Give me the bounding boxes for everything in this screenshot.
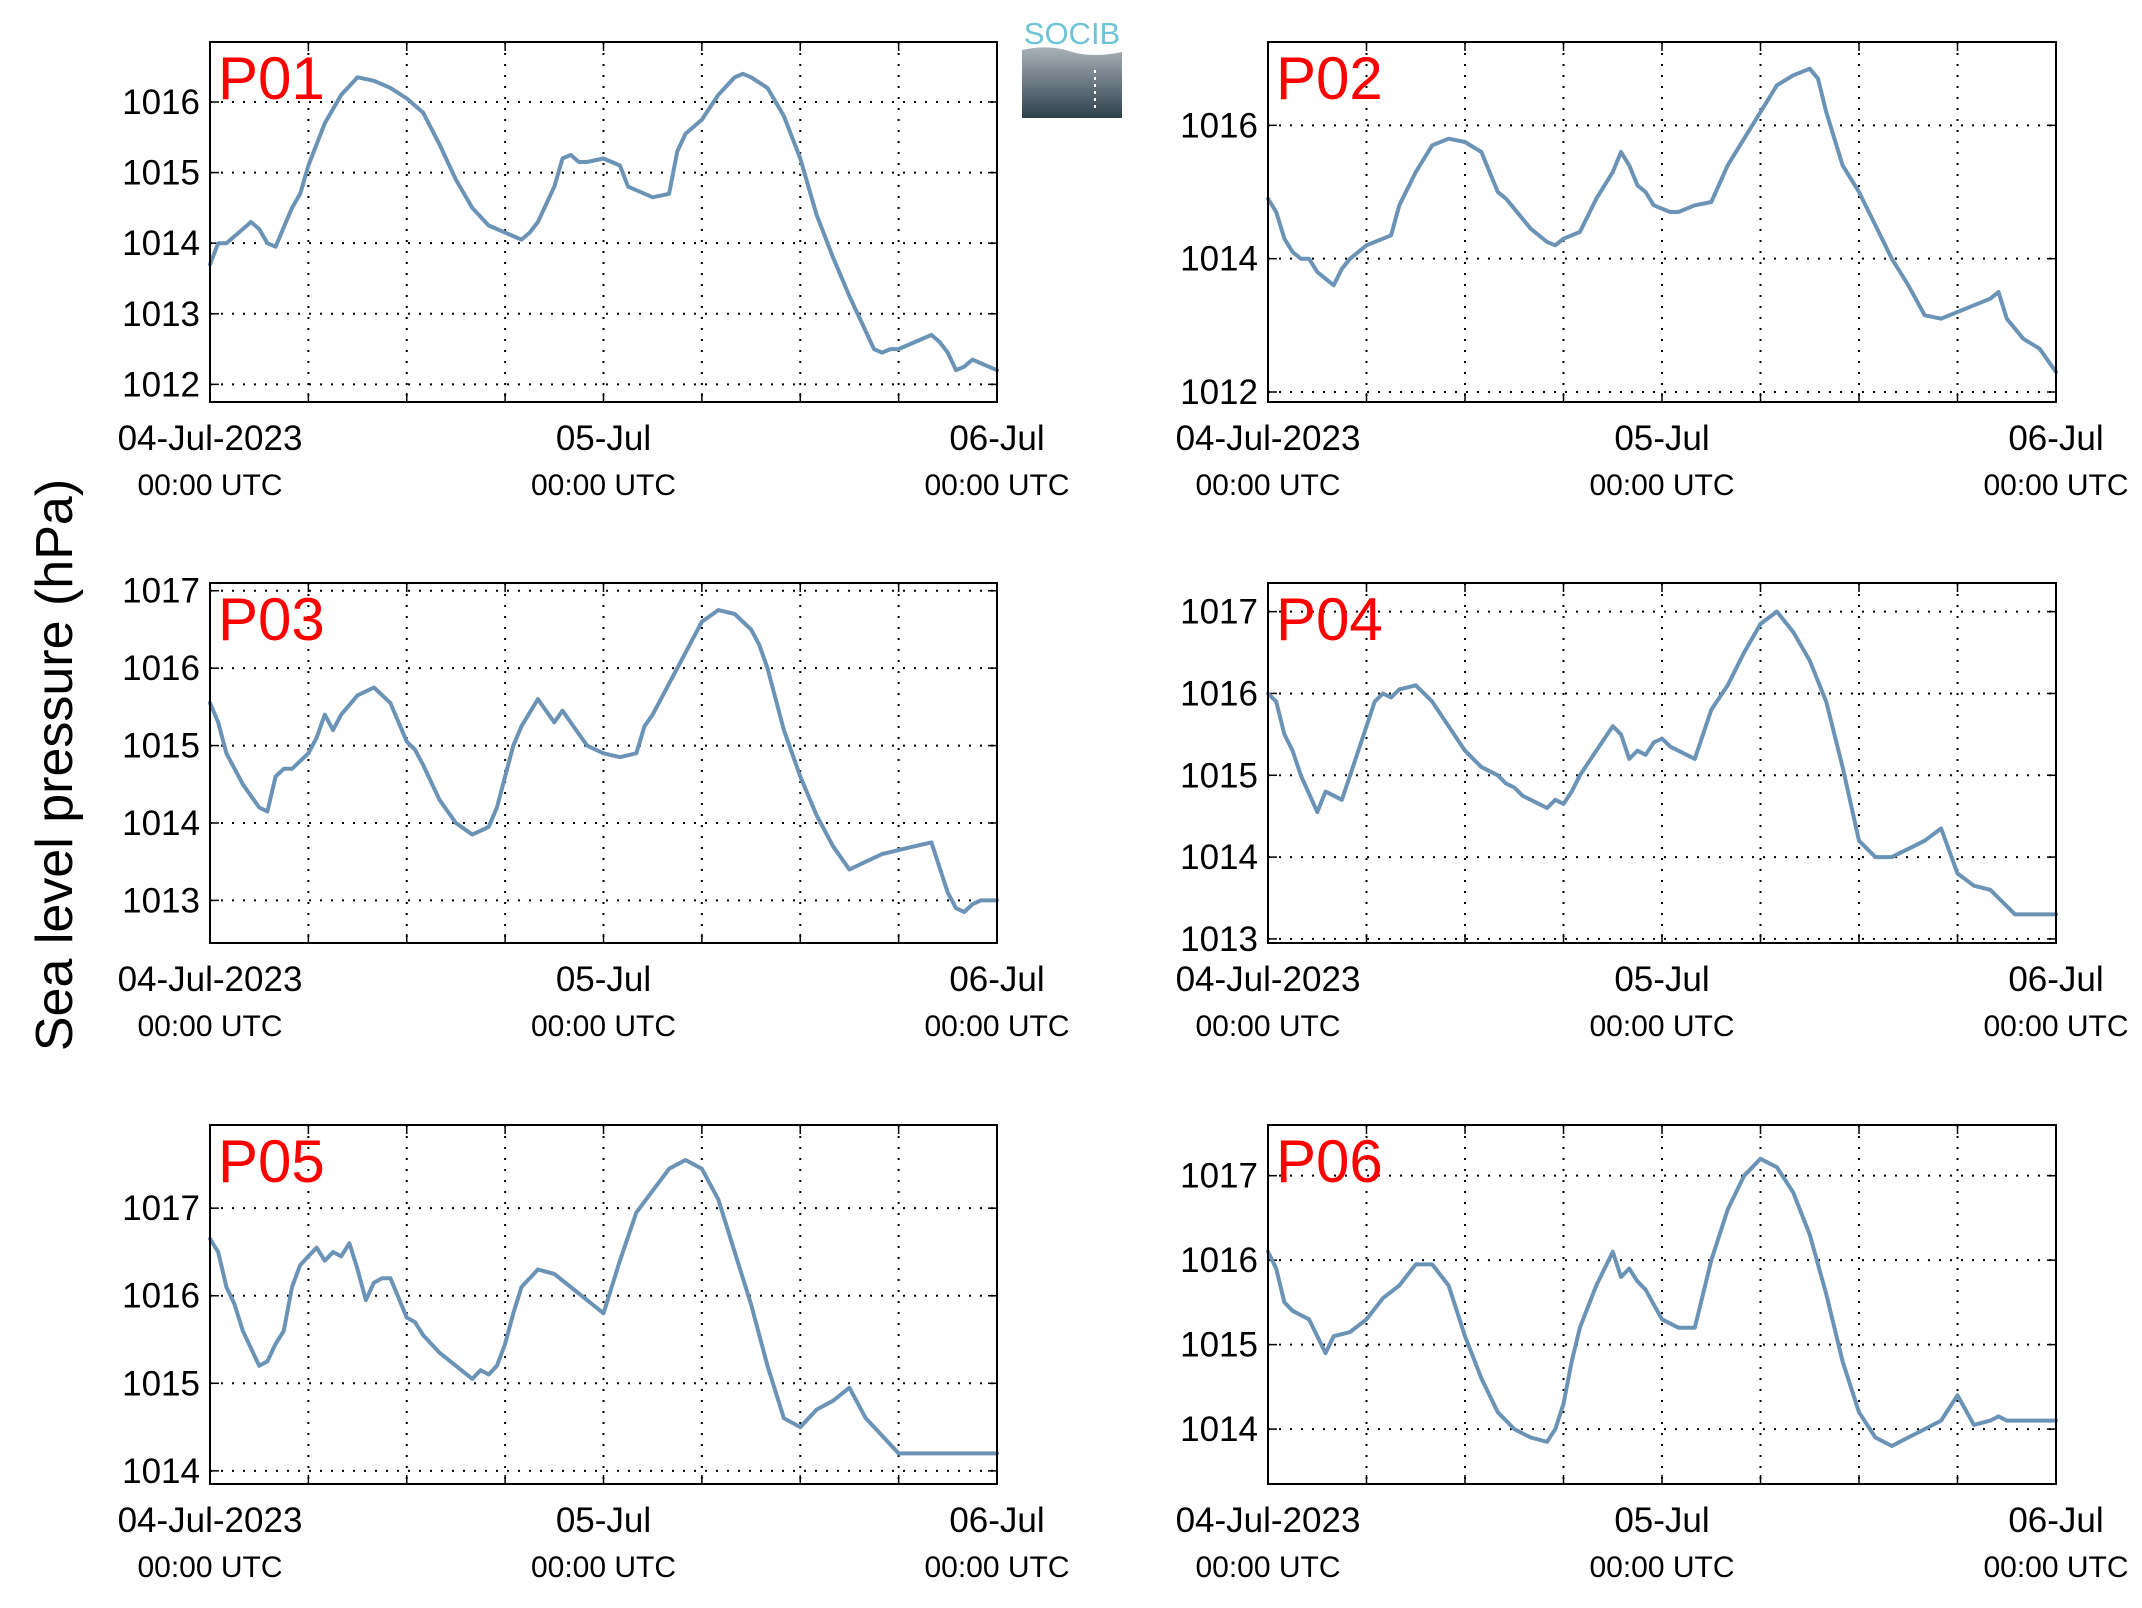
chart-panel-p01: 1012 1013 1014 1015 1016 04-Jul-2023 00:00 UTC…	[118, 41, 1070, 502]
y-tick-label: 1014	[1180, 240, 1258, 279]
panel-title: P01	[218, 45, 325, 112]
y-tick-label: 1014	[1180, 838, 1258, 877]
x-tick-label: 05-Jul	[1614, 419, 1709, 458]
x-tick-sublabel: 00:00 UTC	[924, 1551, 1069, 1584]
x-tick-label: 04-Jul-2023	[1176, 419, 1361, 458]
y-tick-label: 1014	[122, 804, 200, 843]
series-line-p02	[1266, 66, 2058, 374]
x-tick-sublabel: 00:00 UTC	[1195, 1010, 1340, 1043]
x-tick-sublabel: 00:00 UTC	[137, 1010, 282, 1043]
y-tick-label: 1013	[122, 881, 200, 920]
plot-frame	[1267, 1124, 2057, 1485]
plot-frame	[209, 41, 998, 403]
panel-title: P06	[1276, 1128, 1383, 1195]
x-tick-sublabel: 00:00 UTC	[1195, 469, 1340, 502]
x-tick-label: 04-Jul-2023	[1176, 1501, 1361, 1540]
x-tick-label: 05-Jul	[1614, 1501, 1709, 1540]
panels: 1012 1013 1014 1015 1016 04-Jul-2023 00:00 UTC…	[118, 41, 2129, 1584]
x-tick-label: 06-Jul	[949, 419, 1044, 458]
y-tick-label: 1017	[122, 1189, 200, 1228]
y-tick-label: 1014	[122, 224, 200, 263]
y-tick-label: 1016	[1180, 674, 1258, 713]
x-tick-sublabel: 00:00 UTC	[137, 469, 282, 502]
y-tick-label: 1014	[1180, 1410, 1258, 1449]
chart-panel-p04: 1013 1014 1015 1016 1017 04-Jul-2023 00:00 UTC…	[1176, 582, 2129, 1043]
series-line-p04	[1266, 609, 2058, 917]
x-tick-sublabel: 00:00 UTC	[531, 1551, 676, 1584]
chart-panel-p06: 1014 1015 1016 1017 04-Jul-2023 00:00 UTC 05-J…	[1176, 1124, 2129, 1584]
x-tick-sublabel: 00:00 UTC	[1983, 469, 2128, 502]
y-tick-label: 1015	[122, 154, 200, 193]
y-tick-label: 1014	[122, 1452, 200, 1491]
panel-title: P03	[218, 586, 325, 653]
x-tick-sublabel: 00:00 UTC	[531, 469, 676, 502]
chart-panel-p03: 1013 1014 1015 1016 1017 04-Jul-2023 00:00 UTC…	[118, 572, 1070, 1043]
y-tick-label: 1016	[122, 1277, 200, 1316]
y-tick-label: 1016	[122, 649, 200, 688]
x-tick-label: 04-Jul-2023	[118, 960, 303, 999]
y-tick-label: 1016	[122, 83, 200, 122]
y-tick-label: 1016	[1180, 1241, 1258, 1280]
series-line-p06	[1266, 1156, 2058, 1448]
y-tick-label: 1012	[1180, 373, 1258, 412]
x-tick-label: 06-Jul	[949, 1501, 1044, 1540]
socib-logo-text: SOCIB	[1024, 16, 1120, 51]
plot-frame	[209, 1124, 998, 1485]
y-tick-label: 1012	[122, 365, 200, 404]
y-tick-label: 1013	[1180, 920, 1258, 959]
x-tick-sublabel: 00:00 UTC	[1195, 1551, 1340, 1584]
x-tick-label: 05-Jul	[1614, 960, 1709, 999]
x-tick-sublabel: 00:00 UTC	[137, 1551, 282, 1584]
x-tick-label: 06-Jul	[2008, 960, 2103, 999]
x-tick-label: 05-Jul	[556, 1501, 651, 1540]
series-line-p01	[208, 71, 999, 373]
x-tick-sublabel: 00:00 UTC	[1589, 469, 1734, 502]
x-tick-label: 06-Jul	[2008, 419, 2103, 458]
x-tick-label: 04-Jul-2023	[118, 419, 303, 458]
plot-frame	[1267, 41, 2057, 403]
x-tick-sublabel: 00:00 UTC	[1589, 1010, 1734, 1043]
y-tick-label: 1017	[122, 572, 200, 611]
x-tick-sublabel: 00:00 UTC	[1589, 1551, 1734, 1584]
x-tick-label: 06-Jul	[2008, 1501, 2103, 1540]
chart-panel-p02: 1012 1014 1016 04-Jul-2023 00:00 UTC 05-Jul 00…	[1176, 41, 2129, 502]
x-tick-label: 04-Jul-2023	[118, 1501, 303, 1540]
y-tick-label: 1013	[122, 295, 200, 334]
series-line-p05	[208, 1158, 999, 1456]
x-tick-label: 04-Jul-2023	[1176, 960, 1361, 999]
y-tick-label: 1016	[1180, 106, 1258, 145]
socib-logo-wave	[1022, 47, 1122, 118]
x-tick-sublabel: 00:00 UTC	[924, 1010, 1069, 1043]
x-tick-label: 05-Jul	[556, 419, 651, 458]
x-tick-sublabel: 00:00 UTC	[531, 1010, 676, 1043]
x-tick-sublabel: 00:00 UTC	[1983, 1010, 2128, 1043]
y-tick-label: 1015	[1180, 756, 1258, 795]
socib-logo: SOCIB	[1022, 16, 1122, 118]
series-line-p03	[208, 608, 999, 914]
y-tick-label: 1017	[1180, 1157, 1258, 1196]
x-tick-label: 05-Jul	[556, 960, 651, 999]
x-tick-sublabel: 00:00 UTC	[924, 469, 1069, 502]
x-tick-label: 06-Jul	[949, 960, 1044, 999]
y-tick-label: 1017	[1180, 593, 1258, 632]
plot-frame	[1267, 582, 2057, 944]
x-tick-sublabel: 00:00 UTC	[1983, 1551, 2128, 1584]
y-tick-label: 1015	[1180, 1326, 1258, 1365]
panel-title: P02	[1276, 45, 1383, 112]
panel-title: P04	[1276, 586, 1383, 653]
y-tick-label: 1015	[122, 1364, 200, 1403]
y-axis-label: Sea level pressure (hPa)	[26, 479, 84, 1051]
panel-title: P05	[218, 1128, 325, 1195]
chart-panel-p05: 1014 1015 1016 1017 04-Jul-2023 00:00 UTC 05-J…	[118, 1124, 1070, 1584]
y-tick-label: 1015	[122, 727, 200, 766]
plot-frame	[209, 582, 998, 944]
